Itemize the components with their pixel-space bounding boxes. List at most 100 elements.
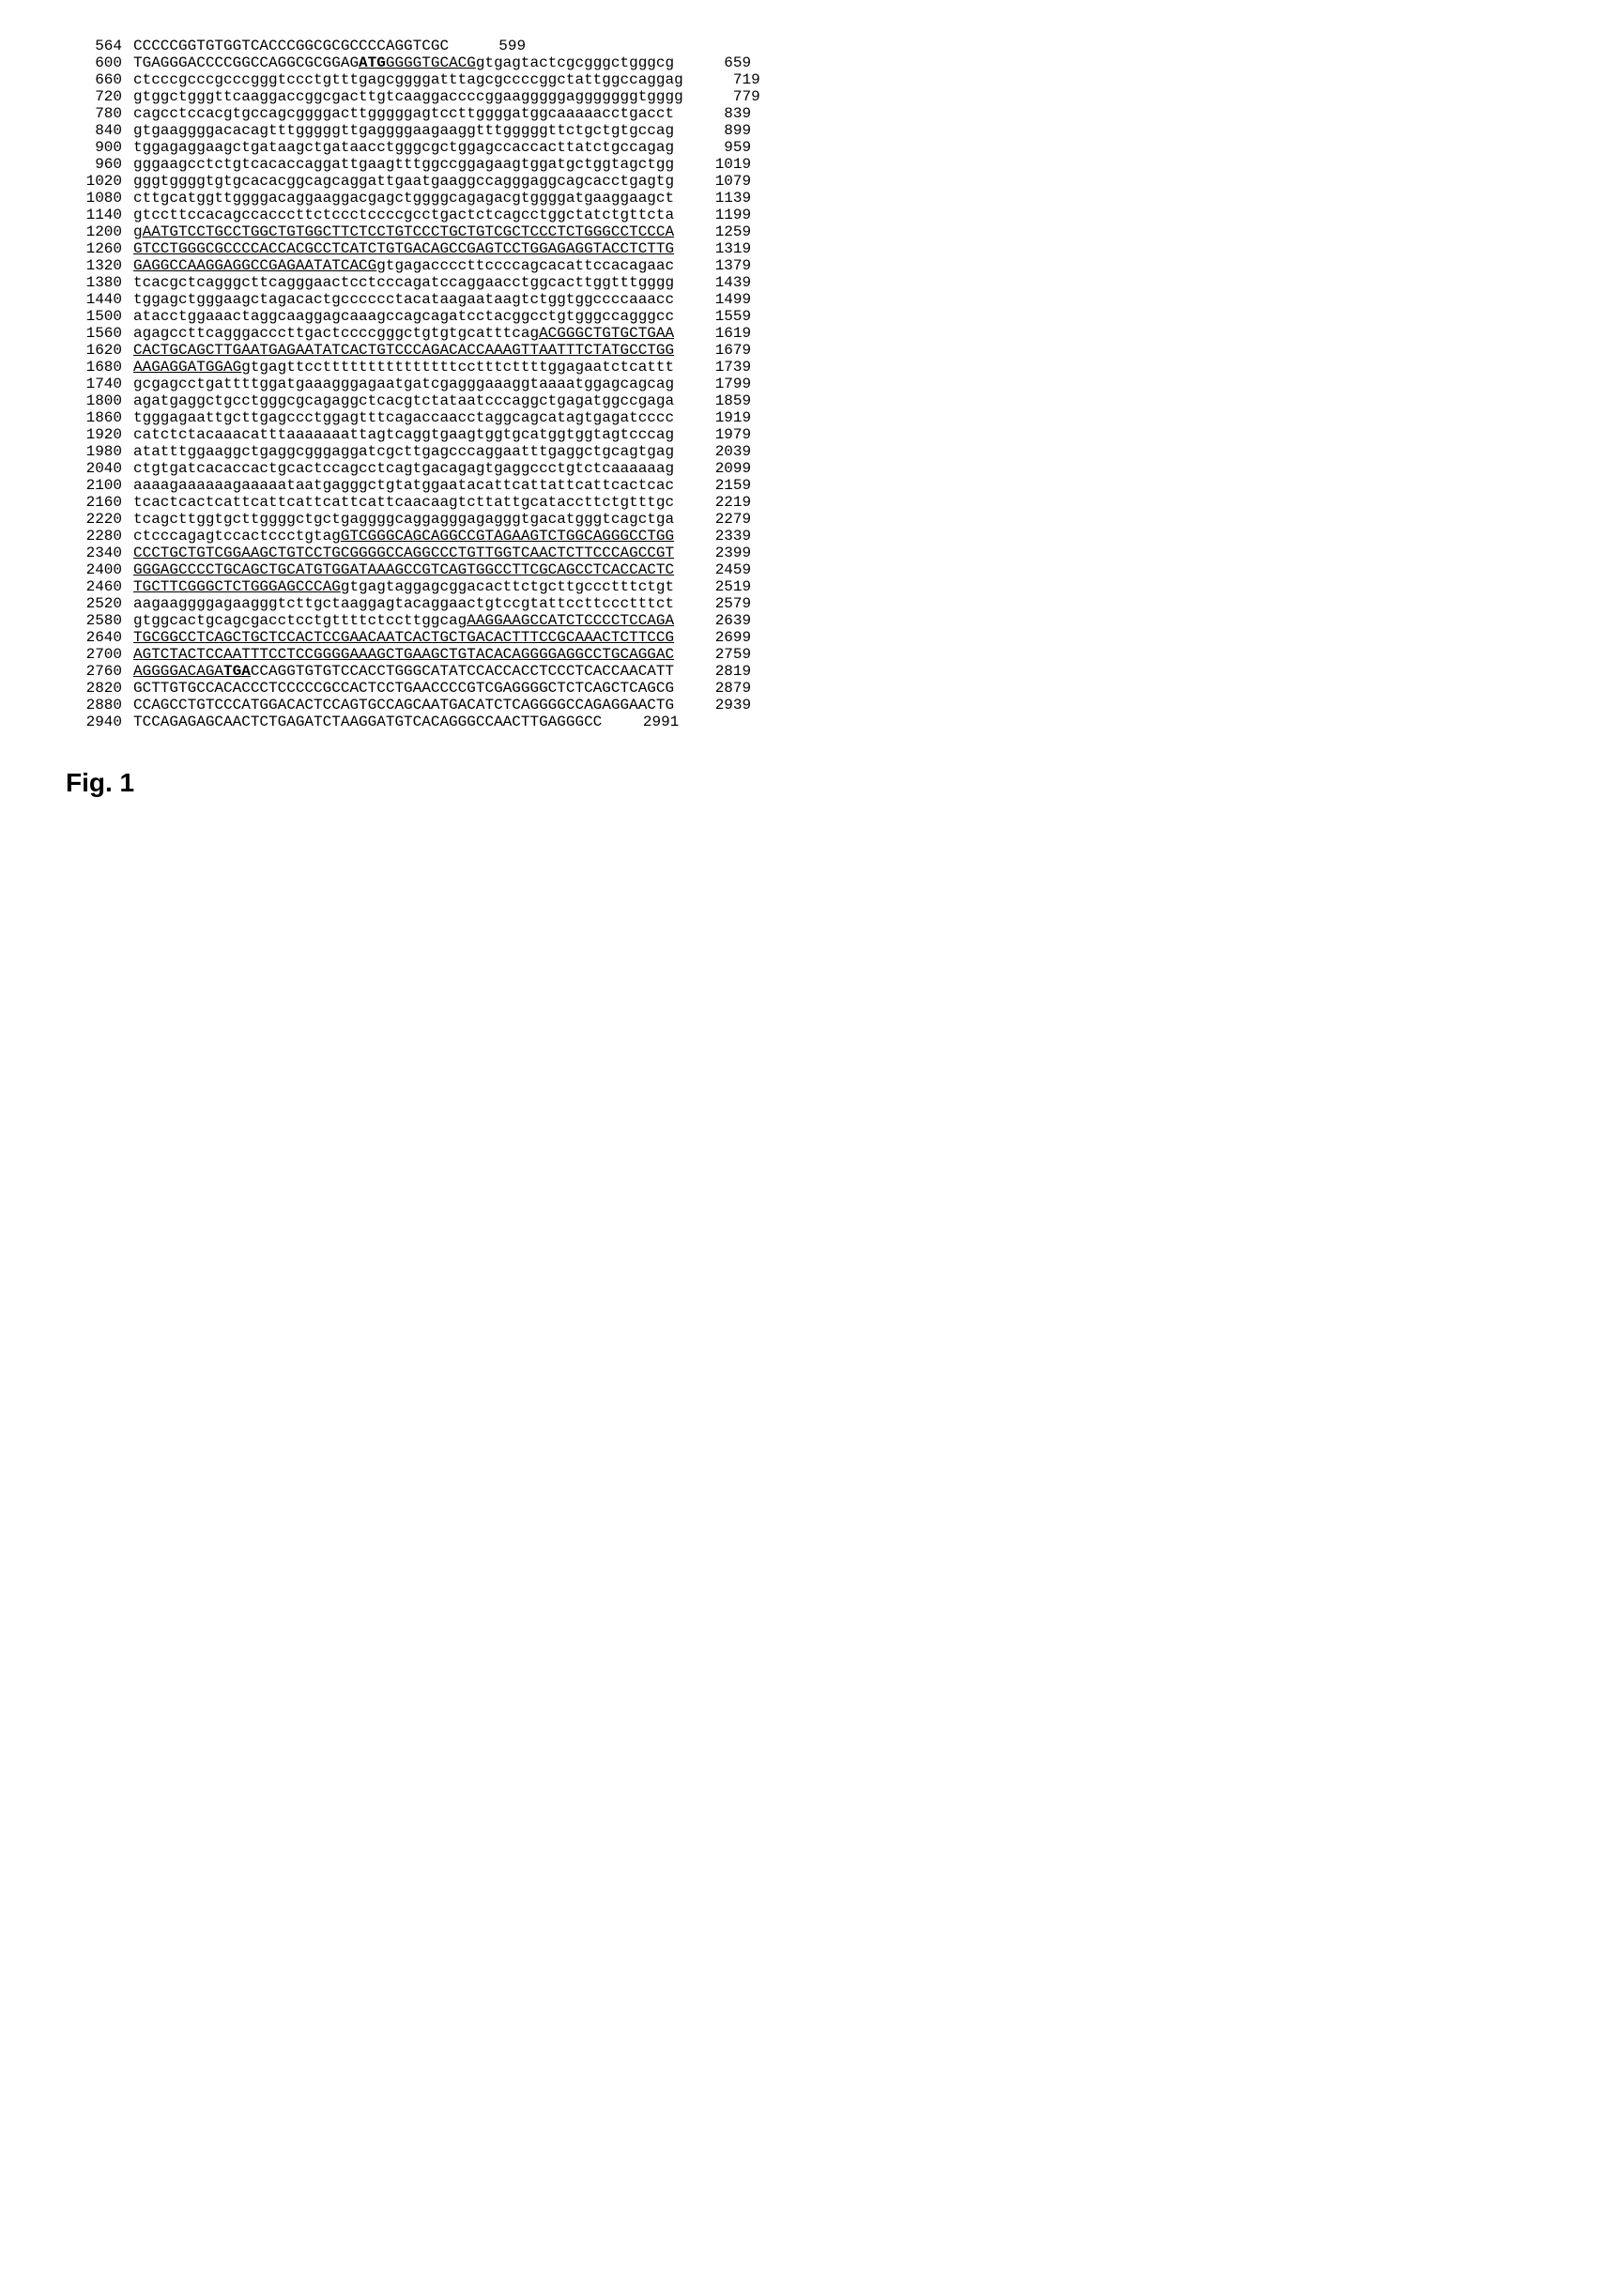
figure-label: Fig. 1 xyxy=(66,768,1568,798)
sequence-row: 1440tggagctgggaagctagacactgcccccctacataa… xyxy=(56,291,1568,308)
position-end: 1799 xyxy=(674,376,751,392)
position-start: 2400 xyxy=(56,561,133,578)
sequence-row: 2580gtggcactgcagcgacctcctgttttctccttggca… xyxy=(56,612,1568,629)
sequence-row: 1380tcacgctcagggcttcagggaactcctcccagatcc… xyxy=(56,274,1568,291)
position-start: 720 xyxy=(56,88,133,105)
position-start: 2940 xyxy=(56,714,133,730)
sequence-row: 660ctcccgcccgcccgggtccctgtttgagcggggattt… xyxy=(56,71,1568,88)
position-end: 719 xyxy=(683,71,760,88)
position-end: 1079 xyxy=(674,173,751,190)
position-end: 1439 xyxy=(674,274,751,291)
position-start: 600 xyxy=(56,54,133,71)
position-end: 2459 xyxy=(674,561,751,578)
position-start: 2580 xyxy=(56,612,133,629)
position-start: 1200 xyxy=(56,223,133,240)
sequence-row: 1620CACTGCAGCTTGAATGAGAATATCACTGTCCCAGAC… xyxy=(56,342,1568,359)
position-start: 1800 xyxy=(56,392,133,409)
position-end: 2039 xyxy=(674,443,751,460)
sequence-row: 2220tcagcttggtgcttggggctgctgaggggcaggagg… xyxy=(56,511,1568,528)
sequence-row: 1980atatttggaaggctgaggcgggaggatcgcttgagc… xyxy=(56,443,1568,460)
sequence-text: atatttggaaggctgaggcgggaggatcgcttgagcccag… xyxy=(133,443,674,460)
position-end: 2519 xyxy=(674,578,751,595)
sequence-text: TGCTTCGGGCTCTGGGAGCCCAGgtgagtaggagcggaca… xyxy=(133,578,674,595)
position-start: 2040 xyxy=(56,460,133,477)
position-end: 1859 xyxy=(674,392,751,409)
position-start: 1980 xyxy=(56,443,133,460)
position-end: 779 xyxy=(683,88,760,105)
sequence-text: CACTGCAGCTTGAATGAGAATATCACTGTCCCAGACACCA… xyxy=(133,342,674,359)
sequence-row: 564 CCCCCGGTGTGGTCACCCGGCGCGCCCCAGGTCGC5… xyxy=(56,38,1568,54)
position-start: 1500 xyxy=(56,308,133,325)
sequence-row: 2700AGTCTACTCCAATTTCCTCCGGGGAAAGCTGAAGCT… xyxy=(56,646,1568,663)
position-end: 2819 xyxy=(674,663,751,680)
sequence-text: tgggagaattgcttgagccctggagtttcagaccaaccta… xyxy=(133,409,674,426)
sequence-text: cttgcatggttggggacaggaaggacgagctggggcagag… xyxy=(133,190,674,207)
sequence-text: gtgaaggggacacagtttgggggttgaggggaagaaggtt… xyxy=(133,122,674,139)
sequence-text: tcacgctcagggcttcagggaactcctcccagatccagga… xyxy=(133,274,674,291)
sequence-text: ctcccagagtccactccctgtagGTCGGGCAGCAGGCCGT… xyxy=(133,528,674,545)
sequence-text: cagcctccacgtgccagcggggacttgggggagtccttgg… xyxy=(133,105,674,122)
position-end: 1739 xyxy=(674,359,751,376)
sequence-text: ctcccgcccgcccgggtccctgtttgagcggggatttagc… xyxy=(133,71,683,88)
sequence-row: 2160tcactcactcattcattcattcattcattcaacaag… xyxy=(56,494,1568,511)
position-start: 2640 xyxy=(56,629,133,646)
position-end: 1319 xyxy=(674,240,751,257)
position-start: 1440 xyxy=(56,291,133,308)
position-start: 1920 xyxy=(56,426,133,443)
position-end: 2399 xyxy=(674,545,751,561)
sequence-text: atacctggaaactaggcaaggagcaaagccagcagatcct… xyxy=(133,308,674,325)
sequence-row: 2040ctgtgatcacaccactgcactccagcctcagtgaca… xyxy=(56,460,1568,477)
sequence-row: 2880CCAGCCTGTCCCATGGACACTCCAGTGCCAGCAATG… xyxy=(56,697,1568,714)
sequence-row: 2280ctcccagagtccactccctgtagGTCGGGCAGCAGG… xyxy=(56,528,1568,545)
position-start: 1740 xyxy=(56,376,133,392)
sequence-text: aagaaggggagaagggtcttgctaaggagtacaggaactg… xyxy=(133,595,674,612)
sequence-text: tcactcactcattcattcattcattcattcaacaagtctt… xyxy=(133,494,674,511)
sequence-row: 600TGAGGGACCCCGGCCAGGCGCGGAGATGGGGGTGCAC… xyxy=(56,54,1568,71)
sequence-text: CCCTGCTGTCGGAAGCTGTCCTGCGGGGCCAGGCCCTGTT… xyxy=(133,545,674,561)
position-start: 780 xyxy=(56,105,133,122)
position-end: 959 xyxy=(674,139,751,156)
sequence-text: gtccttccacagccacccttctccctccccgcctgactct… xyxy=(133,207,674,223)
sequence-text: gggtggggtgtgcacacggcagcaggattgaatgaaggcc… xyxy=(133,173,674,190)
position-start: 840 xyxy=(56,122,133,139)
position-start: 1680 xyxy=(56,359,133,376)
position-end: 1619 xyxy=(674,325,751,342)
sequence-text: AGGGGACAGATGACCAGGTGTGTCCACCTGGGCATATCCA… xyxy=(133,663,674,680)
sequence-text: tcagcttggtgcttggggctgctgaggggcaggagggaga… xyxy=(133,511,674,528)
sequence-row: 1260GTCCTGGGCGCCCCACCACGCCTCATCTGTGACAGC… xyxy=(56,240,1568,257)
position-end: 1499 xyxy=(674,291,751,308)
position-start: 1620 xyxy=(56,342,133,359)
sequence-row: 960gggaagcctctgtcacaccaggattgaagtttggccg… xyxy=(56,156,1568,173)
sequence-row: 780cagcctccacgtgccagcggggacttgggggagtcct… xyxy=(56,105,1568,122)
sequence-text: AAGAGGATGGAGgtgagttcctttttttttttttttcctt… xyxy=(133,359,674,376)
sequence-row: 1500atacctggaaactaggcaaggagcaaagccagcaga… xyxy=(56,308,1568,325)
sequence-text: agagccttcagggacccttgactccccgggctgtgtgcat… xyxy=(133,325,674,342)
sequence-text: tggagctgggaagctagacactgcccccctacataagaat… xyxy=(133,291,674,308)
sequence-row: 1020gggtggggtgtgcacacggcagcaggattgaatgaa… xyxy=(56,173,1568,190)
sequence-row: 2100aaaagaaaaaagaaaaataatgagggctgtatggaa… xyxy=(56,477,1568,494)
position-start: 2280 xyxy=(56,528,133,545)
position-end: 1019 xyxy=(674,156,751,173)
position-start: 1080 xyxy=(56,190,133,207)
position-end: 2759 xyxy=(674,646,751,663)
position-start: 2760 xyxy=(56,663,133,680)
position-start: 660 xyxy=(56,71,133,88)
sequence-text: gcgagcctgattttggatgaaagggagaatgatcgaggga… xyxy=(133,376,674,392)
position-end: 2159 xyxy=(674,477,751,494)
sequence-text: GTCCTGGGCGCCCCACCACGCCTCATCTGTGACAGCCGAG… xyxy=(133,240,674,257)
position-start: 2100 xyxy=(56,477,133,494)
position-end: 1559 xyxy=(674,308,751,325)
position-end: 2219 xyxy=(674,494,751,511)
position-start: 2700 xyxy=(56,646,133,663)
sequence-text: agatgaggctgcctgggcgcagaggctcacgtctataatc… xyxy=(133,392,674,409)
position-start: 1320 xyxy=(56,257,133,274)
sequence-text: GCTTGTGCCACACCCTCCCCCGCCACTCCTGAACCCCGTC… xyxy=(133,680,674,697)
position-start: 900 xyxy=(56,139,133,156)
position-end: 2579 xyxy=(674,595,751,612)
position-start: 2820 xyxy=(56,680,133,697)
sequence-text: TGCGGCCTCAGCTGCTCCACTCCGAACAATCACTGCTGAC… xyxy=(133,629,674,646)
sequence-row: 900tggagaggaagctgataagctgataacctgggcgctg… xyxy=(56,139,1568,156)
position-start: 1020 xyxy=(56,173,133,190)
sequence-row: 2640TGCGGCCTCAGCTGCTCCACTCCGAACAATCACTGC… xyxy=(56,629,1568,646)
sequence-row: 1080cttgcatggttggggacaggaaggacgagctggggc… xyxy=(56,190,1568,207)
